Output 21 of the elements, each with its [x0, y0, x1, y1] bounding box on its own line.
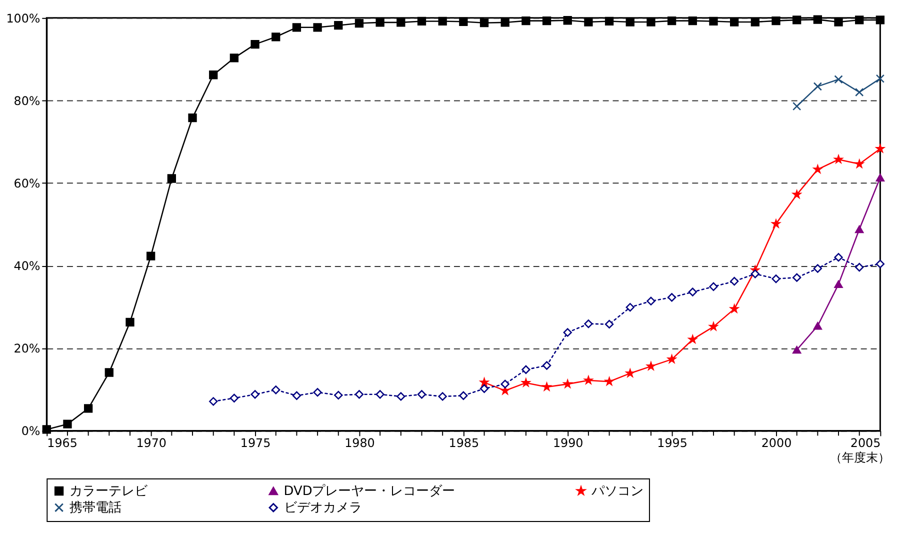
legend-label: カラーテレビ	[69, 484, 148, 499]
y-tick-label: 100%	[6, 11, 40, 26]
legend-label: パソコン	[590, 484, 644, 499]
y-tick-label: 60%	[14, 176, 40, 190]
x-tick-label: 1995	[657, 436, 688, 450]
x-tick-label: 1970	[136, 436, 166, 450]
y-tick-label: 0%	[21, 424, 40, 438]
legend-label: DVDプレーヤー・レコーダー	[284, 484, 456, 499]
legend-label: 携帯電話	[69, 500, 122, 516]
x-tick-label: 1975	[240, 436, 271, 450]
y-tick-label: 40%	[14, 259, 40, 274]
text: （年度末）	[830, 450, 890, 464]
x-tick-label: 1985	[448, 436, 480, 450]
x-tick-label: 1965	[47, 436, 78, 450]
y-tick-label: 80%	[14, 94, 40, 108]
y-tick-label: 20%	[14, 342, 40, 356]
x-tick-label: 1990	[552, 436, 584, 450]
x-tick-label: 2005	[850, 436, 881, 450]
legend-label: ビデオカメラ	[284, 500, 362, 516]
x-tick-label: 2000	[761, 436, 792, 450]
x-tick-label: 1980	[344, 436, 375, 450]
